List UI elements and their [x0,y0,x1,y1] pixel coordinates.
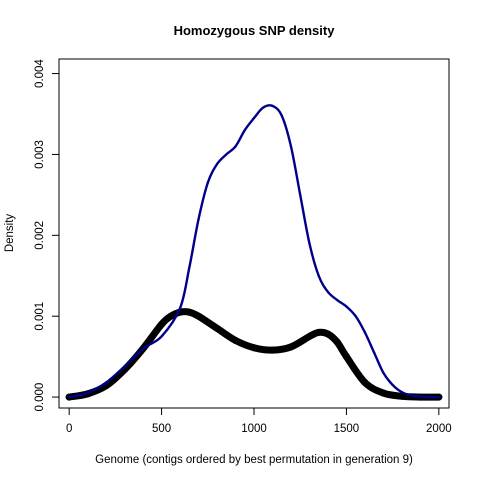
y-tick-label: 0.001 [34,302,46,331]
data-point [400,391,404,394]
data-point [195,312,203,320]
chart-title: Homozygous SNP density [174,23,336,38]
x-tick-label: 0 [66,423,72,435]
data-point [428,395,431,399]
data-point [419,395,422,398]
data-point [354,315,357,318]
y-tick-label: 0.000 [34,383,46,412]
y-axis: 0.000 0.001 0.002 0.003 0.004 [34,59,60,412]
x-tick-label: 1000 [241,423,267,435]
data-point [86,391,89,395]
data-point [437,395,441,399]
data-point [363,331,367,334]
data-point [317,274,320,277]
data-point [67,395,71,399]
data-point [141,347,145,350]
data-point [379,389,387,397]
data-point [250,344,258,352]
data-point [104,381,108,384]
data-point [167,312,175,320]
data-point [188,266,191,269]
data-point [232,336,240,344]
data-point [123,365,126,368]
data-point [213,324,221,332]
data-point [345,305,348,308]
data-point [335,298,339,302]
series-layer [65,104,443,401]
data-point [158,320,166,328]
x-tick-label: 1500 [334,423,360,435]
x-tick-label: 2000 [426,423,452,435]
x-tick-label: 500 [152,423,171,435]
y-tick-label: 0.003 [34,140,46,169]
data-point [391,383,394,387]
y-tick-label: 0.004 [34,59,46,88]
data-point [178,306,182,310]
data-point [326,290,330,294]
data-point [289,145,293,148]
data-point [409,394,413,397]
data-point [280,114,283,117]
data-point [333,338,341,346]
data-point [215,162,219,166]
data-point [361,379,369,387]
data-point [305,332,313,340]
data-point [372,351,376,354]
data-point [268,346,276,354]
y-axis-label: Density [4,214,16,253]
data-point [225,153,228,156]
data-point [299,193,302,197]
data-point [206,181,209,184]
y-tick-label: 0.002 [34,221,46,250]
data-point [160,335,163,338]
data-point [271,104,274,108]
data-point [252,116,256,120]
data-point [324,330,332,338]
data-point [315,328,323,336]
data-point [287,343,295,351]
x-axis: 0 500 1000 1500 2000 [66,407,452,435]
data-point [234,145,237,148]
data-point [262,106,265,109]
data-point [185,308,193,316]
data-point [398,392,406,400]
data-point [382,371,385,375]
x-axis-label: Genome (contigs ordered by best permutat… [95,454,413,466]
data-point [308,242,311,245]
data-point [197,217,200,221]
data-point [342,353,350,361]
data-point [243,128,246,132]
